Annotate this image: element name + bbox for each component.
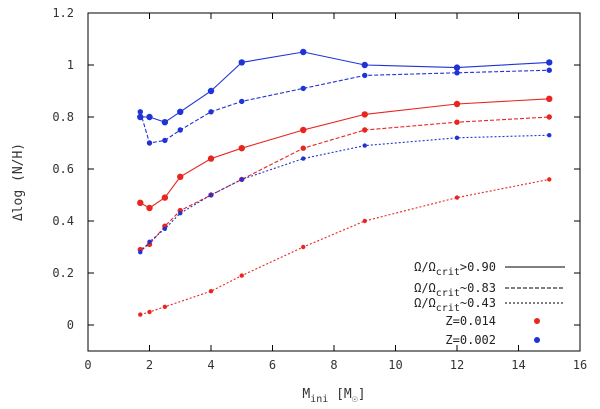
data-point [301, 156, 306, 161]
legend-label: Ω/Ωcrit>0.90 [414, 260, 496, 278]
series-line [139, 134, 550, 253]
data-point [546, 114, 552, 120]
data-point [362, 72, 368, 79]
legend-marker [534, 337, 540, 343]
series-layer [137, 48, 553, 317]
data-point [453, 64, 461, 71]
data-point [207, 87, 215, 95]
data-point [546, 95, 553, 103]
y-tick-label: 0 [67, 318, 74, 332]
data-point [178, 211, 183, 216]
data-point [137, 109, 143, 115]
data-point [361, 61, 368, 69]
series-line [140, 51, 550, 123]
data-point [208, 289, 214, 294]
y-tick-label: 0.2 [52, 266, 74, 280]
data-point [238, 59, 245, 66]
legend-label: Ω/Ωcrit~0.43 [414, 296, 496, 314]
series-line [140, 98, 550, 209]
data-point [239, 177, 244, 182]
x-tick-label: 8 [330, 358, 337, 372]
data-point [454, 70, 460, 76]
data-point [454, 119, 460, 125]
data-point [138, 250, 143, 255]
data-point [137, 199, 144, 206]
data-point [547, 133, 552, 138]
data-point [177, 173, 184, 180]
x-axis-label: Mini [M☉] [302, 387, 365, 405]
data-point [239, 273, 244, 278]
series-line [139, 69, 550, 144]
legend-label: Ω/Ωcrit~0.83 [414, 281, 496, 299]
data-point [177, 127, 183, 133]
x-tick-label: 14 [511, 358, 525, 372]
data-point [300, 145, 306, 151]
legend: Ω/Ωcrit>0.90Ω/Ωcrit~0.83Ω/Ωcrit~0.43Z=0.… [414, 260, 565, 347]
data-point [138, 312, 143, 317]
data-point [162, 304, 168, 309]
x-tick-label: 16 [573, 358, 587, 372]
x-tick-label: 2 [146, 358, 153, 372]
x-tick-label: 12 [450, 358, 464, 372]
data-point [147, 239, 152, 244]
data-point [301, 244, 306, 250]
legend-label: Z=0.014 [445, 314, 496, 328]
y-tick-label: 1 [67, 58, 74, 72]
data-point [362, 218, 367, 224]
data-point [146, 140, 153, 146]
data-point [454, 195, 460, 200]
data-point [162, 226, 168, 231]
x-tick-label: 6 [269, 358, 276, 372]
data-point [300, 48, 307, 56]
y-tick-label: 1.2 [52, 6, 74, 20]
data-point [162, 137, 168, 144]
x-tick-label: 4 [207, 358, 214, 372]
data-point [161, 119, 169, 126]
data-point [454, 135, 460, 140]
legend-label: Z=0.002 [445, 333, 496, 347]
plot-frame [87, 12, 581, 352]
data-point [208, 109, 214, 115]
data-point [546, 67, 552, 73]
data-point [362, 127, 368, 133]
x-tick-label: 0 [84, 358, 91, 372]
data-point [146, 204, 153, 212]
y-tick-label: 0.6 [52, 162, 74, 176]
data-point [362, 143, 367, 148]
data-point [146, 113, 153, 121]
x-tick-label: 10 [388, 358, 402, 372]
data-point [547, 177, 552, 182]
y-axis-label: Δlog (N/H) [11, 143, 26, 221]
data-point [208, 192, 214, 198]
y-tick-label: 0.4 [52, 214, 74, 228]
data-point [300, 126, 307, 134]
data-point [161, 194, 169, 201]
data-point [453, 100, 461, 108]
data-point [300, 85, 306, 92]
data-point [177, 108, 184, 116]
data-point [239, 98, 245, 105]
data-point [546, 59, 553, 66]
y-tick-label: 0.8 [52, 110, 74, 124]
data-point [147, 309, 152, 315]
data-point [207, 155, 215, 162]
legend-marker [534, 318, 540, 324]
data-point [238, 145, 245, 152]
data-point [361, 111, 368, 118]
axis-ticks: 0 2 4 6 8 10 12 14 16 0 0.2 0.4 0.6 0.8 1 1.2 [52, 6, 587, 372]
